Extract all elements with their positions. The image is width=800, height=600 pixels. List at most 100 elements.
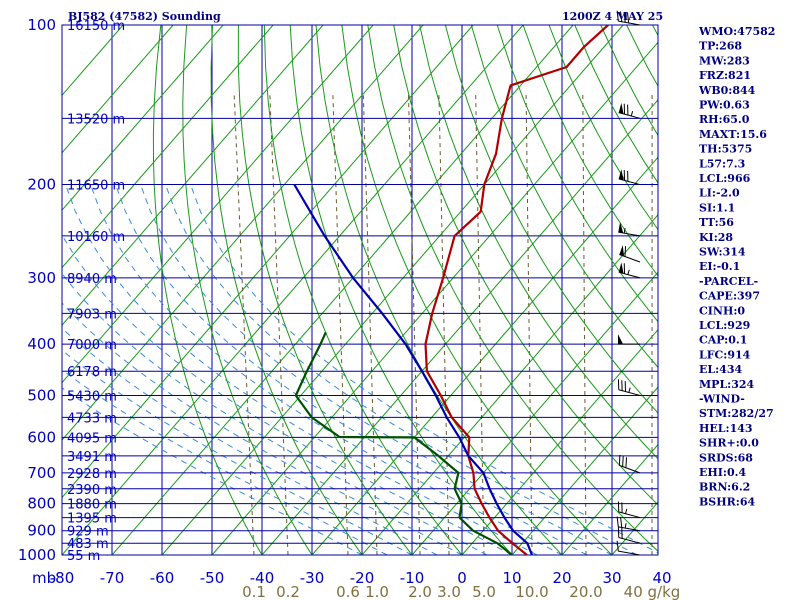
height-tick-label: 929 m: [67, 525, 109, 540]
temperature-tick-label: -20: [350, 569, 375, 587]
barb-feather: [625, 457, 628, 468]
wind-barb: [617, 527, 641, 544]
moist-adiabat: [90, 184, 563, 555]
moist-adiabat: [115, 184, 588, 555]
stat-line: KI:28: [699, 231, 733, 244]
plot-area: [62, 25, 658, 555]
pressure-tick-label: 700: [27, 464, 56, 482]
barb-staff: [618, 550, 641, 556]
stat-line: SW:314: [699, 246, 746, 259]
barb-feather: [623, 11, 626, 23]
stat-line: MAXT:15.6: [699, 128, 767, 141]
barb-staff: [618, 511, 641, 519]
stat-line: CAP:0.1: [699, 334, 747, 347]
stat-line: WB0:844: [698, 84, 756, 97]
pressure-tick-label: 800: [27, 495, 56, 513]
isotherm-line: [311, 156, 658, 555]
dewpoint-profile: [294, 331, 513, 555]
pressure-tick-label: 400: [27, 335, 56, 353]
sounding-time: 1200Z 4 MAY 25: [562, 10, 663, 23]
height-tick-label: 11650 m: [67, 179, 125, 194]
stat-line: LFC:914: [699, 348, 751, 361]
temperature-tick-label: 30: [602, 569, 621, 587]
moist-adiabat: [62, 272, 488, 555]
moist-adiabat: [62, 387, 363, 555]
stat-line: CINH:0: [699, 304, 745, 317]
height-tick-label: 7903 m: [67, 307, 117, 322]
isotherm-line: [111, 25, 574, 555]
stat-line: -WIND-: [699, 393, 745, 406]
temperature-tick-label: -50: [200, 569, 225, 587]
stat-line: MPL:324: [699, 378, 755, 391]
mixing-ratio-label: 3.0: [437, 583, 461, 600]
mixing-ratio-label: 40 g/kg: [624, 583, 681, 600]
moist-adiabat: [62, 233, 513, 555]
stat-line: PW:0.63: [699, 99, 750, 112]
barb-staff: [618, 526, 641, 532]
barb-feather: [626, 12, 630, 24]
wind-barb: [618, 454, 641, 474]
barb-pennant: [618, 169, 624, 181]
barb-feather: [616, 516, 619, 527]
pressure-tick-label: 1000: [18, 546, 56, 564]
barb-feather: [618, 454, 621, 466]
isotherm-line: [62, 25, 274, 269]
isotherm-line: [62, 25, 374, 384]
barb-half-feather: [630, 111, 634, 117]
barb-feather: [622, 456, 624, 467]
moist-adiabat: [62, 302, 463, 555]
mixing-ratio-label: 5.0: [472, 583, 496, 600]
temperature-tick-label: 0: [457, 569, 467, 587]
barb-staff: [619, 464, 641, 474]
plot-frame: [61, 24, 659, 556]
pressure-tick-label: 500: [27, 386, 56, 404]
height-tick-label: 2390 m: [67, 483, 117, 498]
moist-adiabat: [62, 349, 413, 555]
temperature-tick-label: 40: [652, 569, 671, 587]
wind-barb: [617, 379, 641, 396]
temperature-tick-label: -10: [400, 569, 425, 587]
background-grid: [62, 25, 658, 555]
barb-half-feather: [625, 508, 628, 514]
temperature-tick-label: 10: [502, 569, 521, 587]
stat-line: BSHR:64: [699, 495, 755, 508]
stat-line: L57:7.3: [699, 157, 745, 170]
moist-adiabat: [65, 184, 538, 555]
wind-barb: [618, 334, 640, 345]
temperature-tick-label: -70: [100, 569, 125, 587]
stat-line: SRDS:68: [699, 451, 753, 464]
isotherm-line: [62, 25, 324, 326]
height-tick-label: 1880 m: [67, 498, 117, 513]
barb-feather: [616, 540, 619, 552]
isotherm-line: [62, 25, 224, 211]
wind-barb: [618, 102, 641, 119]
moist-adiabat: [190, 184, 658, 554]
barb-pennant: [618, 334, 623, 345]
dry-adiabat: [574, 25, 658, 184]
stat-line: BRN:6.2: [699, 481, 750, 494]
wind-barb: [616, 10, 641, 26]
barb-feather: [620, 11, 623, 22]
mixing-ratio-line: [233, 94, 255, 555]
stat-line: LI:-2.0: [699, 187, 740, 200]
height-tick-label: 4095 m: [67, 431, 117, 446]
barb-half-feather: [623, 228, 626, 234]
barb-staff: [619, 253, 641, 263]
dry-adiabat: [548, 25, 658, 231]
mixing-ratio-label: 0.2: [276, 583, 300, 600]
dry-adiabat: [152, 25, 263, 555]
stat-line: HEL:143: [699, 422, 753, 435]
isotherm-line: [361, 214, 658, 555]
isotherm-line: [62, 25, 174, 154]
wind-barb: [617, 501, 641, 519]
temperature-tick-label: -30: [300, 569, 325, 587]
height-tick-label: 483 m: [67, 537, 109, 552]
isotherm-line: [62, 25, 524, 555]
height-tick-label: 7000 m: [67, 338, 117, 353]
stat-line: TH:5375: [699, 143, 752, 156]
height-tick-label: 1395 m: [67, 512, 117, 527]
moist-adiabat: [165, 184, 638, 555]
dry-adiabat: [237, 25, 413, 555]
